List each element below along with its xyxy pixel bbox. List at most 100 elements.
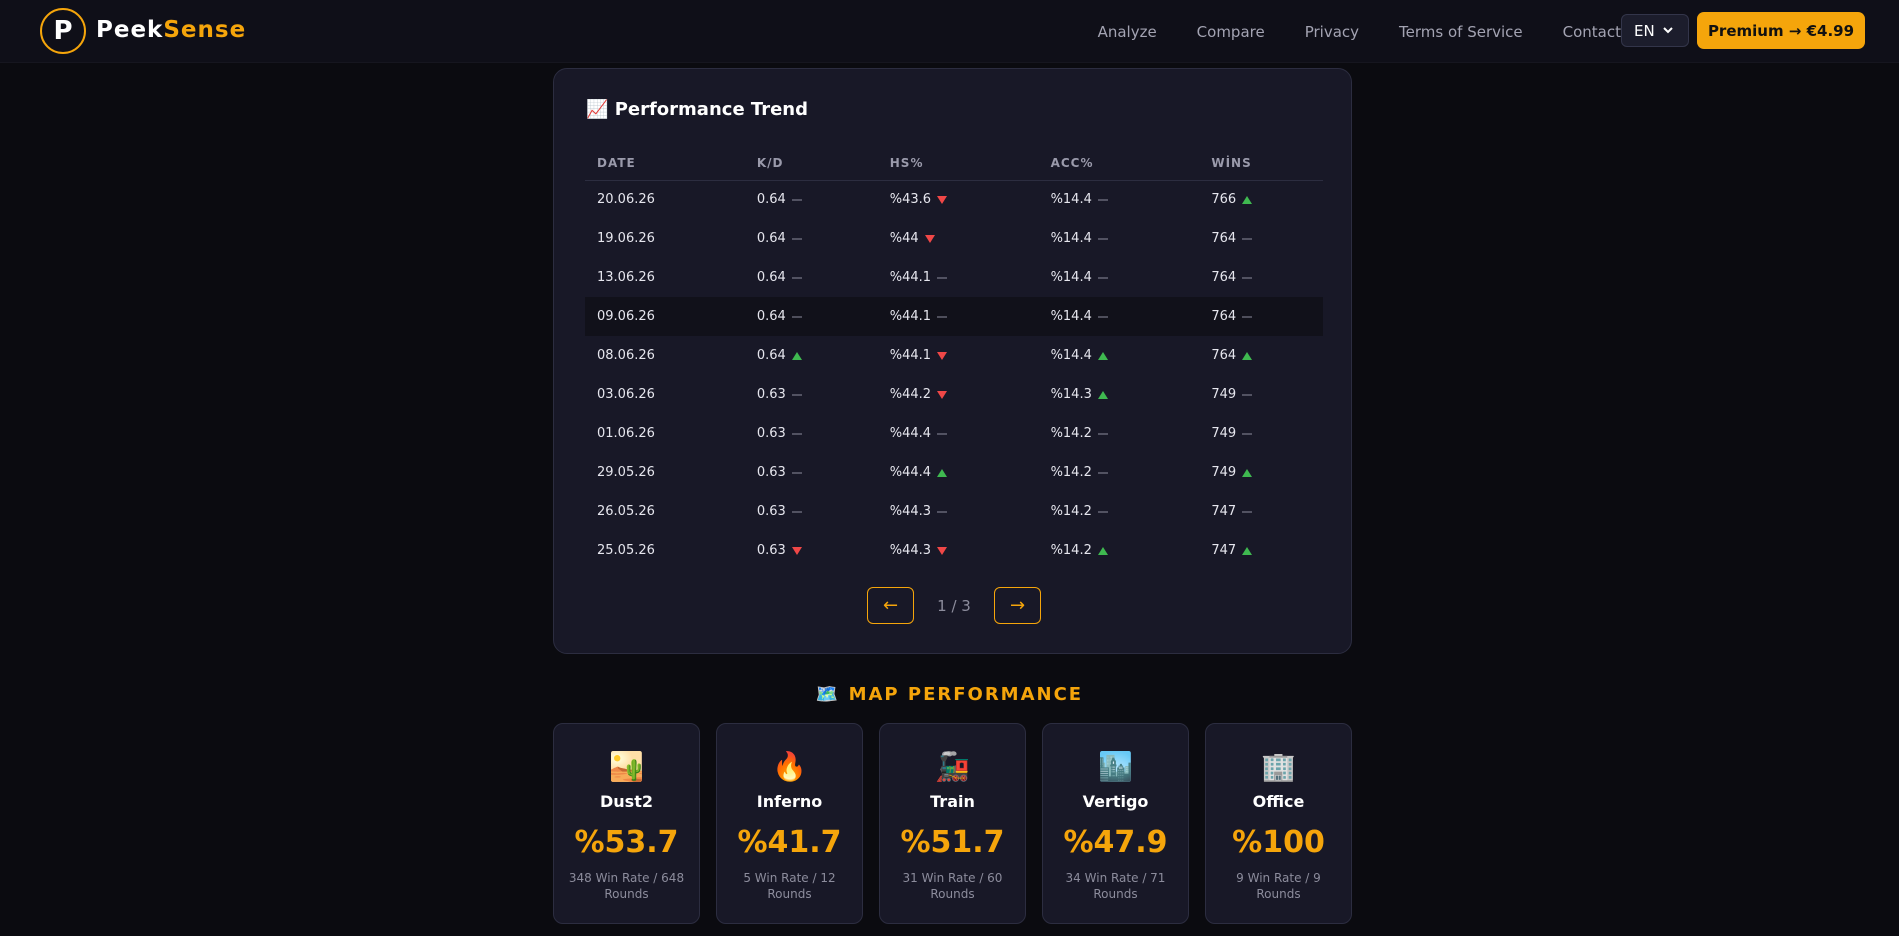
nav-link[interactable]: Privacy [1304, 22, 1360, 41]
stat-value: %14.3 [1050, 387, 1092, 402]
up-arrow [937, 468, 948, 477]
stat-cell: 764 [1199, 258, 1323, 297]
map-detail: 5 Win Rate / 12 Rounds [743, 871, 836, 901]
trend-indicator [937, 316, 948, 317]
stat-cell: %14.4 [1039, 180, 1200, 219]
stat-value: 0.63 [756, 465, 786, 480]
date-cell: 13.06.26 [597, 270, 655, 285]
date-cell: 19.06.26 [597, 231, 655, 246]
date-cell: 03.06.26 [597, 387, 655, 402]
stat-value: %14.2 [1050, 543, 1092, 558]
stat-value: 749 [1211, 426, 1237, 441]
nav-link[interactable]: Contact [1562, 22, 1621, 41]
map-name: Train [930, 792, 975, 811]
map-card: 🏙️ Vertigo %47.9 34 Win Rate / 71 Rounds [1042, 723, 1189, 924]
trend-indicator [791, 199, 802, 201]
stat-cell: 749 [1199, 375, 1323, 414]
stat-cell: 0.63 [745, 492, 878, 531]
stat-value: %44 [889, 231, 919, 246]
stat-cell: 0.64 [745, 258, 878, 297]
trend-indicator [791, 472, 802, 473]
stat-value: %44.1 [889, 348, 932, 363]
stat-cell: %44.4 [878, 453, 1039, 492]
nav-link[interactable]: Terms of Service [1399, 22, 1523, 41]
trend-row: 09.06.26 0.64 %44.1 %14.4 764 [585, 297, 1323, 336]
map-name: Vertigo [1082, 792, 1149, 811]
date-cell: 25.05.26 [597, 543, 655, 558]
stat-value: 0.64 [756, 231, 786, 246]
map-icon: 🏢 [1261, 750, 1296, 783]
up-arrow [791, 351, 802, 360]
trend-indicator [791, 394, 802, 395]
trend-indicator [1097, 316, 1108, 317]
column-header: WİNS [1199, 147, 1323, 181]
stat-value: 747 [1211, 504, 1237, 519]
stat-value: %14.4 [1050, 192, 1092, 208]
date-cell: 08.06.26 [597, 348, 655, 363]
up-arrow [1242, 351, 1253, 360]
prev-button[interactable]: ← [867, 587, 914, 624]
map-card: 🏜️ Dust2 %53.7 348 Win Rate / 648 Rounds [553, 723, 700, 924]
brand-second: Sense [163, 17, 247, 43]
map-name: Office [1252, 792, 1305, 811]
trend-row: 08.06.26 0.64 %44.1 %14.4 764 [585, 336, 1323, 375]
map-rate: %41.7 [737, 825, 842, 860]
trend-indicator [937, 277, 948, 278]
down-arrow [937, 390, 948, 399]
logo[interactable]: P [40, 8, 86, 54]
chevron [1662, 27, 1673, 34]
trend-indicator [791, 238, 802, 239]
trend-indicator [1097, 472, 1108, 473]
trend-indicator [791, 433, 802, 434]
trend-row: 29.05.26 0.63 %44.4 %14.2 749 [585, 453, 1323, 492]
trend-row: 25.05.26 0.63 %44.3 %14.2 747 [585, 531, 1323, 570]
trend-icon: 📈 [586, 99, 609, 120]
map-cards: 🏜️ Dust2 %53.7 348 Win Rate / 648 Rounds 🔥 In… [553, 723, 1352, 924]
map-detail: 348 Win Rate / 648 Rounds [568, 871, 685, 901]
brand[interactable]: PeekSense [96, 17, 246, 43]
stat-value: %14.2 [1050, 465, 1092, 480]
trend-indicator [937, 546, 948, 555]
map-icon: 🏜️ [609, 750, 644, 783]
stat-value: 764 [1211, 231, 1237, 246]
stat-cell: %14.4 [1039, 258, 1200, 297]
maps-heading: 🗺️ MAP PERFORMANCE [0, 684, 1899, 705]
up-arrow [1097, 546, 1108, 555]
stat-value: 0.63 [756, 426, 786, 441]
stat-cell: 747 [1199, 492, 1323, 531]
date-cell: 09.06.26 [585, 297, 745, 336]
trend-indicator [1242, 511, 1253, 512]
stat-cell: 0.64 [745, 180, 878, 219]
language-select[interactable]: EN [1621, 14, 1689, 47]
next-button[interactable]: → [994, 587, 1041, 624]
nav-link[interactable]: Compare [1196, 22, 1265, 41]
stat-cell: %14.2 [1039, 531, 1200, 570]
header-row: DATE K/D HS% ACC% WİNS [585, 147, 1323, 181]
trend-indicator [791, 351, 802, 360]
stat-value: 0.64 [756, 348, 786, 363]
down-arrow [791, 546, 802, 555]
trend-card: 📈 Performance Trend DATE K/D HS% ACC% WİNS 20… [553, 68, 1352, 654]
stat-value: 0.63 [756, 504, 786, 519]
stat-value: %44.4 [889, 426, 932, 441]
stat-cell: %44.4 [878, 414, 1039, 453]
trend-indicator [791, 316, 802, 317]
trend-indicator [1242, 394, 1253, 395]
trend-indicator [937, 351, 948, 360]
stat-cell: %14.4 [1039, 219, 1200, 258]
nav-link[interactable]: Analyze [1097, 22, 1157, 41]
trend-indicator [937, 433, 948, 434]
column-header: K/D [744, 147, 878, 181]
stat-cell: %44.1 [878, 336, 1039, 375]
date-cell: 26.05.26 [597, 504, 655, 519]
title: Performance Trend [614, 99, 809, 120]
up-arrow [1097, 390, 1108, 399]
premium-button[interactable]: Premium → €4.99 [1697, 12, 1865, 49]
trend-indicator [1242, 351, 1253, 360]
map-icon: 🔥 [772, 750, 807, 783]
trend-indicator [791, 546, 802, 555]
stat-value: 764 [1211, 348, 1237, 363]
stat-value: %14.2 [1050, 504, 1092, 519]
stat-value: 0.63 [756, 543, 786, 558]
trend-indicator [937, 511, 948, 512]
